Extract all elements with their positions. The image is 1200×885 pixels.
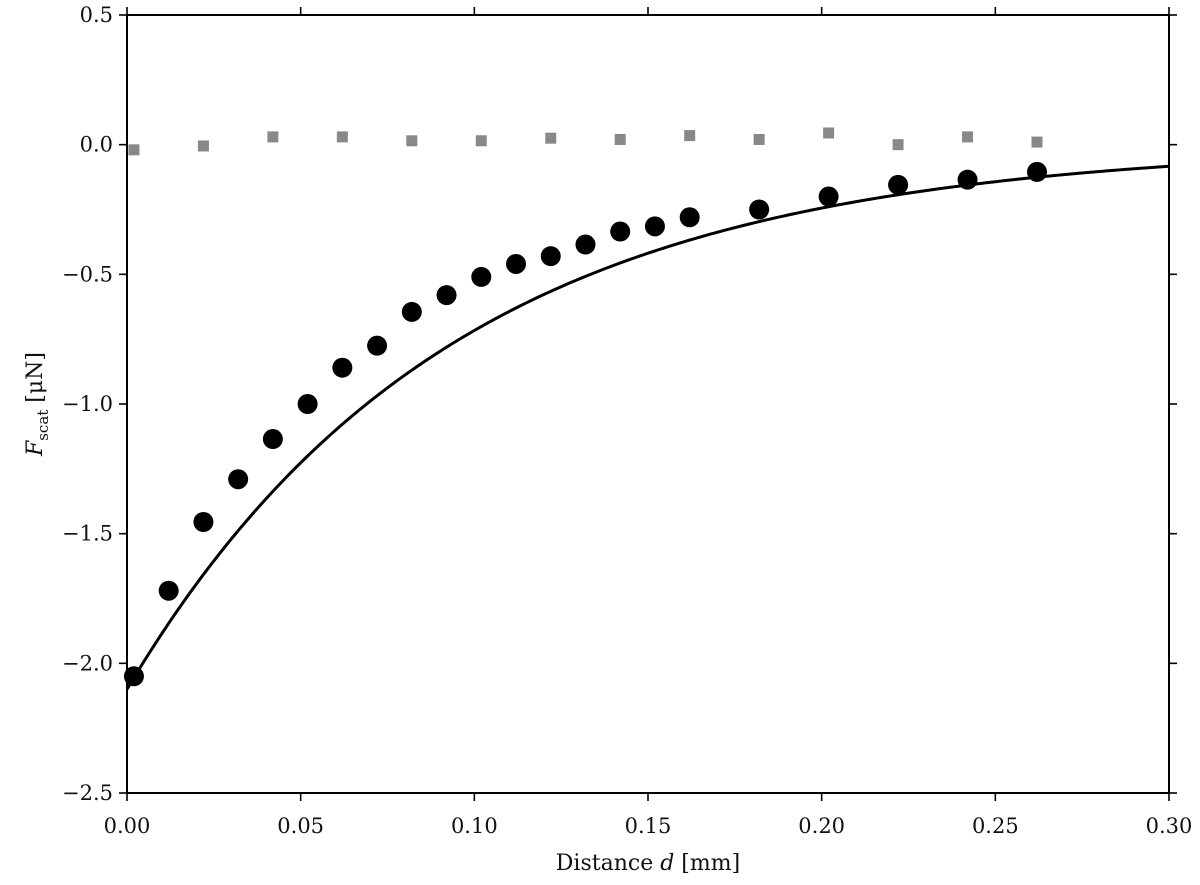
y-tick-label: −1.0 [62,392,113,416]
circle-data-point [888,174,909,195]
square-data-point [892,139,904,151]
circle-data-point [401,301,422,322]
circle-data-point [262,429,283,450]
square-data-point [406,135,418,147]
circle-data-point [228,469,249,490]
y-axis-label: Fscat [μN] [23,352,52,457]
circle-data-point [1027,161,1048,182]
square-data-point [753,133,765,145]
x-tick-label: 0.20 [798,814,845,838]
circle-data-point [679,207,700,228]
x-tick-label: 0.15 [625,814,672,838]
circle-data-point [749,199,770,220]
circle-data-point [332,357,353,378]
square-data-point [684,130,696,142]
x-axis-label: Distance d [mm] [556,851,740,876]
fit-curve [125,164,1170,691]
circle-data-point [158,580,179,601]
square-data-point [197,140,209,152]
square-data-point [545,132,557,144]
x-tick-label: 0.00 [104,814,151,838]
x-tick-label: 0.30 [1146,814,1193,838]
circle-data-point [644,216,665,237]
y-tick-label: 0.0 [80,133,113,157]
square-data-point [823,127,835,139]
plot-marks [123,127,1170,691]
square-data-point [475,135,487,147]
axis-ticks: 0.00 0.05 0.10 0.15 0.20 0.25 0.30 0.5 0.0 −0.5 −1… [62,3,1192,838]
square-data-point [267,131,279,143]
y-tick-label: −2.0 [62,651,113,675]
circle-data-point [506,253,527,274]
circle-data-point [610,221,631,242]
y-tick-label: −2.5 [62,781,113,805]
square-data-point [962,131,974,143]
y-tick-label: −1.5 [62,522,113,546]
circle-data-point [957,169,978,190]
y-tick-label: −0.5 [62,262,113,286]
circle-data-point [367,335,388,356]
circle-data-point [818,186,839,207]
circle-data-point [471,266,492,287]
x-tick-label: 0.25 [972,814,1019,838]
x-tick-label: 0.10 [451,814,498,838]
square-data-point [128,144,140,156]
circle-data-point [297,394,318,414]
circle-data-point [193,511,214,532]
x-tick-label: 0.05 [277,814,324,838]
circle-data-point [575,234,596,255]
circle-data-point [540,246,561,267]
circle-data-point [123,666,144,687]
square-data-point [614,133,626,145]
y-tick-label: 0.5 [80,3,113,27]
square-data-point [336,131,348,143]
square-data-point [1031,136,1043,148]
circle-data-point [436,285,457,306]
